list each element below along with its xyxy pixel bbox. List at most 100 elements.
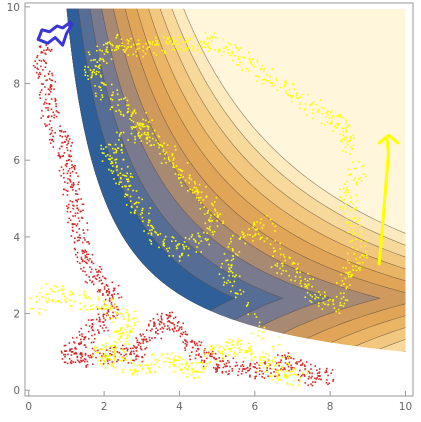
scatter-point bbox=[164, 357, 167, 359]
scatter-point bbox=[283, 84, 286, 86]
scatter-point bbox=[222, 277, 225, 279]
scatter-point bbox=[93, 275, 96, 277]
scatter-point bbox=[81, 203, 84, 206]
scatter-point bbox=[81, 259, 84, 262]
scatter-point bbox=[70, 155, 73, 157]
scatter-point bbox=[347, 189, 349, 191]
scatter-point bbox=[50, 88, 53, 90]
scatter-point bbox=[166, 328, 169, 331]
scatter-point bbox=[347, 191, 350, 194]
scatter-point bbox=[121, 45, 123, 47]
scatter-point bbox=[128, 185, 130, 187]
scatter-point bbox=[332, 380, 334, 382]
scatter-point bbox=[64, 135, 67, 138]
scatter-point bbox=[205, 43, 207, 46]
scatter-point bbox=[62, 293, 65, 295]
scatter-point bbox=[215, 367, 217, 369]
scatter-point bbox=[95, 73, 98, 75]
scatter-point bbox=[291, 82, 294, 85]
scatter-point bbox=[120, 353, 122, 356]
scatter-point bbox=[86, 262, 88, 265]
scatter-point bbox=[115, 347, 118, 349]
scatter-point bbox=[177, 48, 180, 50]
scatter-point bbox=[126, 308, 128, 311]
scatter-point bbox=[109, 347, 112, 349]
scatter-point bbox=[229, 54, 232, 57]
scatter-point bbox=[77, 175, 79, 178]
scatter-point bbox=[64, 181, 66, 183]
scatter-point bbox=[105, 358, 108, 360]
scatter-point bbox=[124, 96, 127, 99]
scatter-point bbox=[97, 307, 100, 310]
scatter-point bbox=[112, 170, 115, 173]
scatter-point bbox=[345, 191, 347, 193]
scatter-point bbox=[342, 266, 345, 269]
scatter-point bbox=[263, 326, 266, 329]
scatter-point bbox=[167, 156, 170, 159]
scatter-point bbox=[188, 181, 190, 184]
scatter-point bbox=[260, 237, 262, 239]
scatter-point bbox=[135, 125, 138, 128]
scatter-point bbox=[196, 371, 199, 374]
scatter-point bbox=[174, 173, 177, 175]
scatter-point bbox=[225, 362, 228, 365]
scatter-point bbox=[87, 259, 90, 262]
scatter-point bbox=[140, 335, 142, 337]
scatter-point bbox=[248, 57, 251, 60]
scatter-point bbox=[106, 46, 108, 49]
scatter-point bbox=[55, 105, 57, 108]
scatter-point bbox=[145, 329, 148, 331]
scatter-point bbox=[115, 182, 117, 185]
scatter-point bbox=[253, 313, 256, 315]
scatter-point bbox=[211, 203, 213, 205]
scatter-point bbox=[174, 327, 176, 330]
scatter-point bbox=[53, 116, 55, 119]
scatter-point bbox=[122, 307, 124, 310]
scatter-point bbox=[199, 235, 201, 238]
scatter-point bbox=[100, 148, 103, 150]
scatter-point bbox=[131, 373, 134, 376]
scatter-point bbox=[89, 279, 91, 282]
scatter-point bbox=[194, 239, 197, 242]
scatter-point bbox=[115, 110, 117, 112]
scatter-point bbox=[39, 46, 42, 49]
scatter-point bbox=[258, 325, 261, 327]
scatter-point bbox=[207, 209, 209, 212]
scatter-point bbox=[341, 138, 344, 140]
scatter-point bbox=[104, 346, 107, 349]
scatter-point bbox=[84, 249, 87, 252]
scatter-point bbox=[81, 217, 84, 219]
scatter-point bbox=[50, 48, 53, 51]
scatter-point bbox=[112, 361, 115, 364]
scatter-point bbox=[74, 237, 76, 240]
scatter-point bbox=[80, 342, 83, 345]
scatter-point bbox=[237, 340, 240, 343]
scatter-point bbox=[160, 162, 163, 165]
scatter-point bbox=[358, 178, 360, 181]
scatter-point bbox=[302, 373, 304, 376]
scatter-point bbox=[241, 364, 244, 366]
scatter-point bbox=[136, 320, 139, 323]
scatter-point bbox=[137, 39, 140, 42]
scatter-point bbox=[159, 232, 162, 235]
scatter-point bbox=[345, 189, 348, 191]
x-tick-label: 8 bbox=[327, 401, 334, 413]
x-tick-label: 4 bbox=[176, 401, 183, 413]
scatter-point bbox=[342, 117, 345, 120]
scatter-point bbox=[108, 300, 111, 302]
scatter-point bbox=[154, 370, 156, 373]
scatter-point bbox=[55, 103, 57, 105]
scatter-point bbox=[259, 357, 261, 359]
scatter-point bbox=[212, 204, 215, 207]
scatter-point bbox=[211, 355, 213, 358]
scatter-point bbox=[110, 300, 113, 302]
scatter-point bbox=[279, 247, 281, 250]
scatter-point bbox=[63, 344, 66, 347]
scatter-point bbox=[243, 56, 246, 59]
scatter-point bbox=[171, 153, 174, 155]
scatter-point bbox=[122, 332, 125, 335]
scatter-point bbox=[75, 352, 78, 355]
scatter-point bbox=[69, 179, 72, 182]
scatter-point bbox=[354, 177, 356, 180]
scatter-point bbox=[107, 355, 109, 357]
